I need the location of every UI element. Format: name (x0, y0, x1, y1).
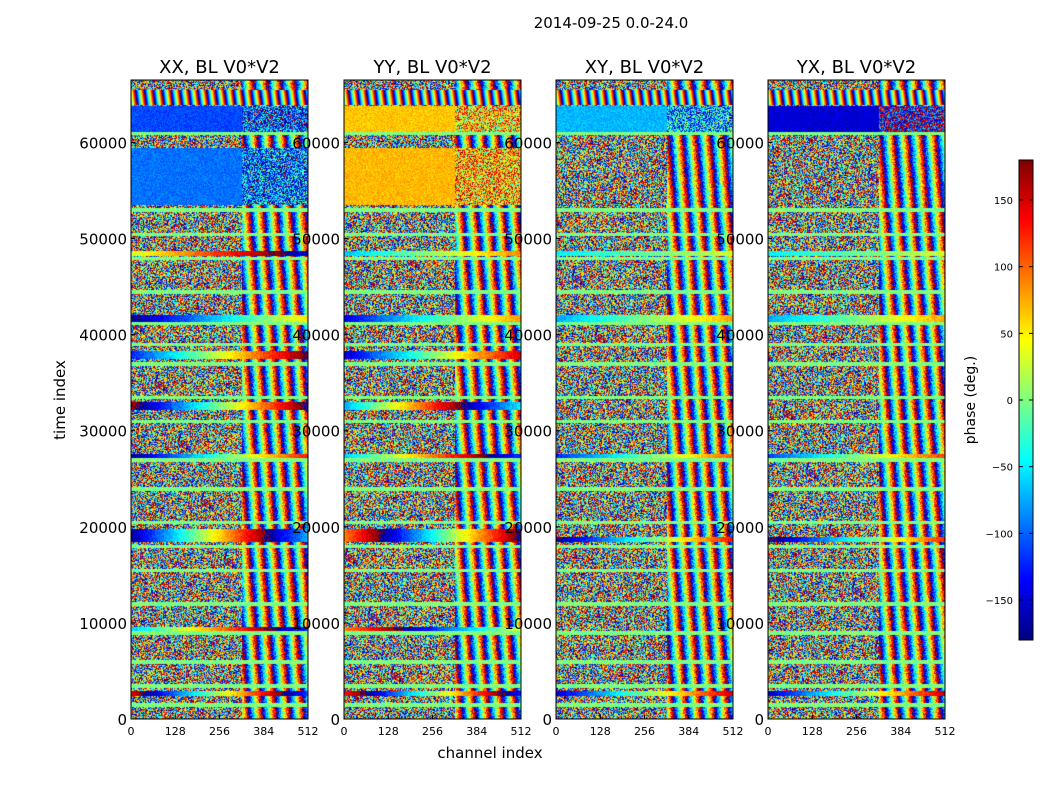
colorbar-tick-label: 150 (994, 196, 1013, 207)
y-tick-label: 0 (754, 711, 764, 729)
x-tick-label: 512 (298, 725, 319, 738)
colorbar-tick-label: −50 (992, 463, 1013, 474)
x-tick-label: 128 (165, 725, 186, 738)
y-tick-label: 0 (117, 711, 127, 729)
colorbar-tick-label: 100 (994, 263, 1013, 274)
x-tick-label: 256 (422, 725, 443, 738)
x-tick-label: 256 (634, 725, 655, 738)
x-tick-label: 512 (935, 725, 956, 738)
x-tick-label: 256 (846, 725, 867, 738)
panel-heatmap (556, 80, 733, 719)
panel-heatmap (768, 80, 945, 719)
panels-group: XX, BL V0*V2 0 128 256 384 512 0 10000 20000 3000… (79, 57, 955, 738)
panel-title: XX, BL V0*V2 (159, 57, 280, 78)
panel-title: YY, BL V0*V2 (372, 57, 491, 78)
y-tick-label: 50000 (716, 231, 764, 249)
x-tick-label: 0 (128, 725, 135, 738)
x-tick-label: 384 (466, 725, 487, 738)
colorbar-tick-label: 50 (1000, 329, 1013, 340)
y-tick-label: 10000 (79, 615, 127, 633)
y-tick-label: 10000 (504, 615, 552, 633)
x-tick-label: 256 (209, 725, 230, 738)
x-tick-label: 384 (678, 725, 699, 738)
y-tick-label: 40000 (504, 327, 552, 345)
y-tick-label: 30000 (292, 423, 340, 441)
x-tick-label: 384 (253, 725, 274, 738)
x-tick-label: 384 (890, 725, 911, 738)
y-tick-label: 60000 (716, 134, 764, 152)
x-tick-label: 128 (590, 725, 611, 738)
y-tick-label: 60000 (292, 134, 340, 152)
y-tick-label: 40000 (716, 327, 764, 345)
x-tick-label: 128 (802, 725, 823, 738)
y-tick-label: 40000 (292, 327, 340, 345)
panel-heatmap (344, 80, 521, 719)
y-tick-label: 30000 (504, 423, 552, 441)
y-tick-label: 10000 (716, 615, 764, 633)
panel-4: YX, BL V0*V2 0 128 256 384 512 0 10000 20000 3000… (716, 57, 955, 738)
y-tick-label: 50000 (504, 231, 552, 249)
figure-suptitle: 2014-09-25 0.0-24.0 (534, 14, 689, 32)
panel-title: YX, BL V0*V2 (796, 57, 916, 78)
x-tick-label: 512 (511, 725, 532, 738)
y-tick-label: 50000 (79, 231, 127, 249)
panel-heatmap (131, 80, 308, 719)
y-tick-label: 30000 (716, 423, 764, 441)
y-tick-label: 20000 (716, 519, 764, 537)
panel-3: XY, BL V0*V2 0 128 256 384 512 0 10000 20000 3000… (504, 57, 743, 738)
y-tick-label: 0 (330, 711, 340, 729)
panel-title: XY, BL V0*V2 (585, 57, 704, 78)
y-tick-label: 0 (542, 711, 552, 729)
x-tick-label: 512 (723, 725, 744, 738)
colorbar-tick-label: 0 (1007, 396, 1013, 407)
colorbar-label: phase (deg.) (963, 356, 979, 444)
y-tick-label: 20000 (504, 519, 552, 537)
x-axis-label: channel index (437, 744, 542, 762)
y-tick-label: 20000 (79, 519, 127, 537)
x-tick-label: 0 (765, 725, 772, 738)
x-tick-label: 0 (553, 725, 560, 738)
y-tick-label: 40000 (79, 327, 127, 345)
y-axis-label: time index (51, 360, 69, 440)
y-tick-label: 50000 (292, 231, 340, 249)
panel-1: XX, BL V0*V2 0 128 256 384 512 0 10000 20000 3000… (79, 57, 318, 738)
y-tick-label: 60000 (504, 134, 552, 152)
y-tick-label: 20000 (292, 519, 340, 537)
x-tick-label: 0 (341, 725, 348, 738)
colorbar-tick-label: −100 (986, 529, 1013, 540)
colorbar: −150 −100 −50 0 50 100 150 (986, 159, 1034, 641)
y-tick-label: 60000 (79, 134, 127, 152)
x-tick-label: 128 (378, 725, 399, 738)
y-tick-label: 10000 (292, 615, 340, 633)
panel-2: YY, BL V0*V2 0 128 256 384 512 0 10000 20000 3000… (292, 57, 531, 738)
colorbar-tick-label: −150 (986, 596, 1013, 607)
y-tick-label: 30000 (79, 423, 127, 441)
